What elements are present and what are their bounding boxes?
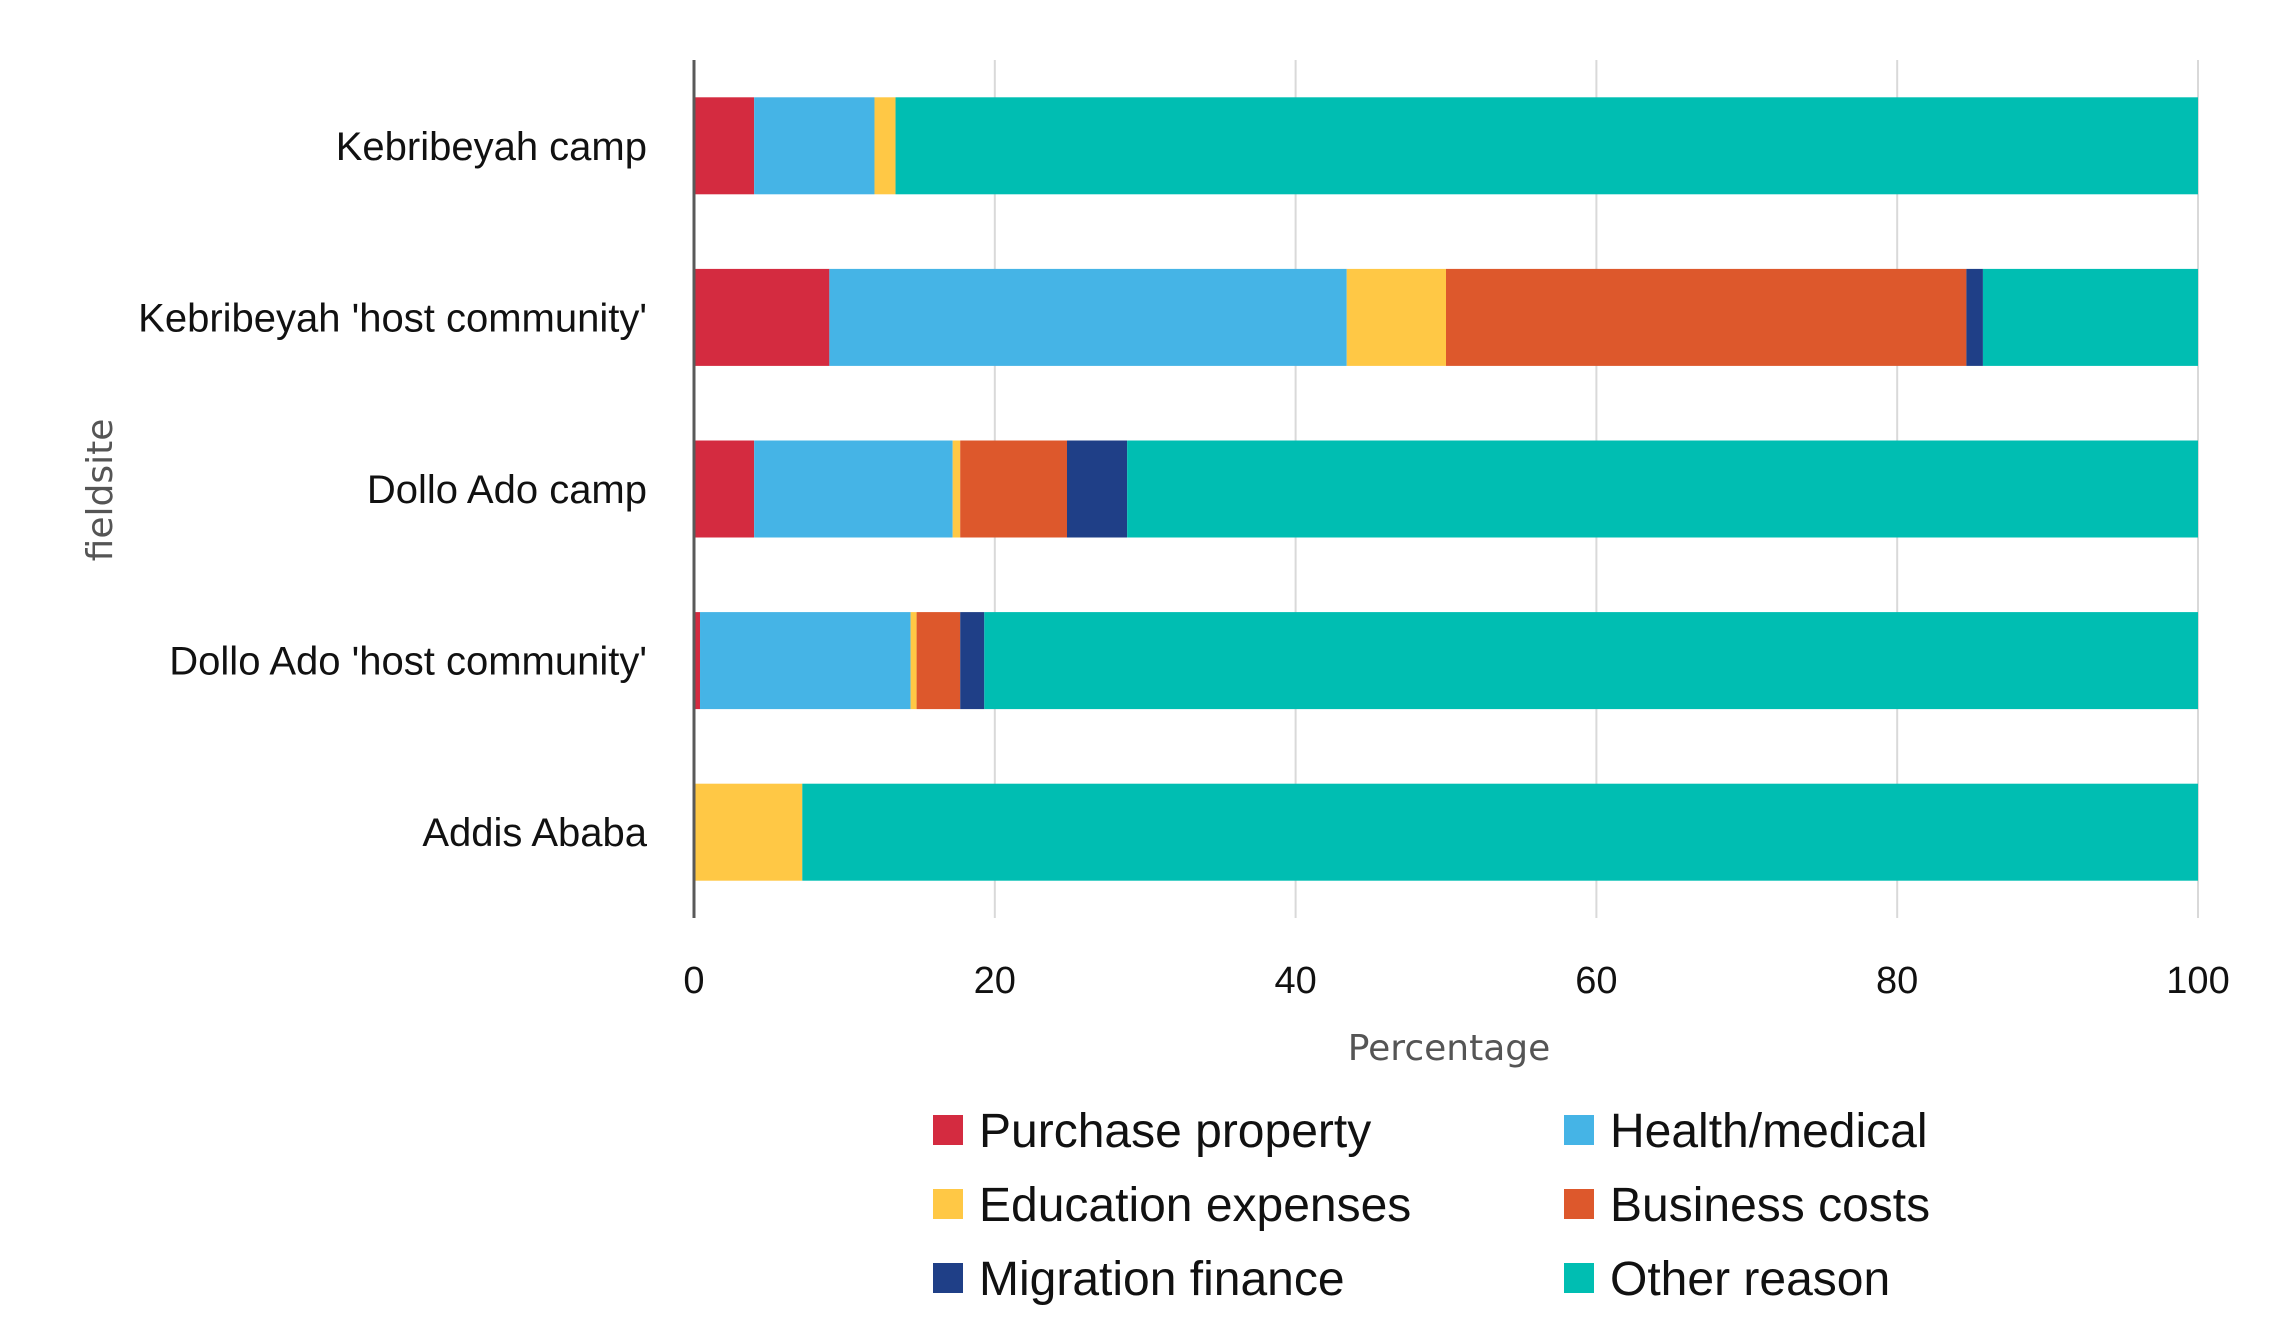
legend-swatch-business-costs [1564,1189,1594,1219]
legend-item-business-costs: Business costs [1564,1179,1930,1232]
x-tick-label-60: 60 [1575,960,1617,1002]
category-label-kebribeyah-host-community: Kebribeyah 'host community' [138,296,647,340]
legend-label-purchase-property: Purchase property [979,1105,1371,1158]
legend-swatch-health-medical [1564,1115,1594,1145]
bar-kebribeyah-host-community-migration-finance [1966,268,1983,366]
legend-label-migration-finance: Migration finance [979,1253,1345,1306]
bar-kebribeyah-camp-other-reason [895,97,2198,195]
legend-swatch-other-reason [1564,1263,1594,1293]
x-tick-label-20: 20 [974,960,1016,1002]
bar-addis-ababa-education-expenses [694,783,803,881]
bars [694,97,2198,881]
category-label-addis-ababa: Addis Ababa [422,811,647,855]
x-axis-title: Percentage [1348,1028,1551,1069]
bar-kebribeyah-host-community-purchase-property [694,268,830,366]
legend-label-other-reason: Other reason [1610,1253,1890,1306]
category-labels: Kebribeyah camp Kebribeyah 'host communit… [138,125,648,855]
bar-kebribeyah-host-community-business-costs [1446,268,1967,366]
legend-item-health-medical: Health/medical [1564,1105,1927,1158]
legend-swatch-purchase-property [933,1115,963,1145]
category-label-dollo-ado-host-community: Dollo Ado 'host community' [169,640,647,684]
legend-label-health-medical: Health/medical [1610,1105,1927,1158]
category-label-dollo-ado-camp: Dollo Ado camp [367,468,647,512]
bar-dollo-ado-camp-business-costs [960,440,1067,538]
bar-dollo-ado-host-community-purchase-property [694,612,701,710]
x-tick-label-80: 80 [1876,960,1918,1002]
legend-item-migration-finance: Migration finance [933,1253,1345,1306]
bar-addis-ababa-other-reason [802,783,2198,881]
bar-kebribeyah-camp-health-medical [754,97,875,195]
x-tick-label-40: 40 [1274,960,1316,1002]
bar-kebribeyah-host-community-other-reason [1982,268,2198,366]
legend-label-business-costs: Business costs [1610,1179,1930,1232]
bar-dollo-ado-host-community-health-medical [700,612,911,710]
bar-dollo-ado-host-community-business-costs [916,612,961,710]
legend-label-education-expenses: Education expenses [979,1179,1411,1232]
bar-dollo-ado-host-community-migration-finance [960,612,985,710]
legend-swatch-education-expenses [933,1189,963,1219]
legend-item-education-expenses: Education expenses [933,1179,1411,1232]
legend: Purchase property Health/medical Education… [933,1105,1930,1306]
x-tick-labels: 0 20 40 60 80 100 [683,960,2229,1002]
x-tick-label-100: 100 [2166,960,2229,1002]
bar-kebribeyah-host-community-education-expenses [1346,268,1446,366]
legend-item-purchase-property: Purchase property [933,1105,1371,1158]
bar-dollo-ado-host-community-other-reason [984,612,2198,710]
bar-kebribeyah-camp-education-expenses [874,97,896,195]
x-tick-label-0: 0 [683,960,704,1002]
category-label-kebribeyah-camp: Kebribeyah camp [336,125,647,169]
bar-dollo-ado-camp-migration-finance [1066,440,1128,538]
bar-kebribeyah-camp-purchase-property [694,97,755,195]
bar-kebribeyah-host-community-health-medical [829,268,1347,366]
bar-dollo-ado-camp-purchase-property [694,440,755,538]
bar-dollo-ado-camp-health-medical [754,440,953,538]
bar-dollo-ado-host-community-education-expenses [910,612,917,710]
bar-dollo-ado-camp-education-expenses [952,440,961,538]
legend-swatch-migration-finance [933,1263,963,1293]
bar-dollo-ado-camp-other-reason [1127,440,2198,538]
y-axis-title: fieldsite [80,419,121,562]
legend-item-other-reason: Other reason [1564,1253,1890,1306]
